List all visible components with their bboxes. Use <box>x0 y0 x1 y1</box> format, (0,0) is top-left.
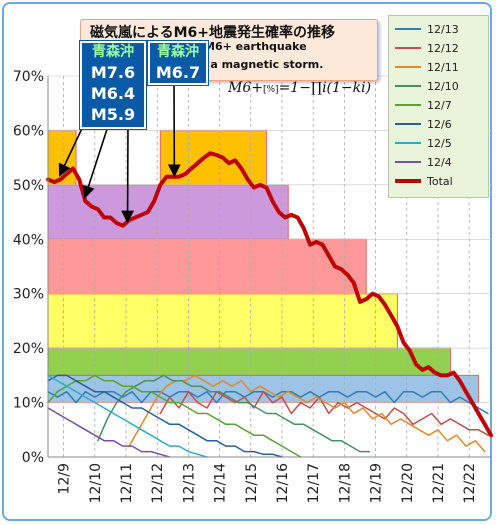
earthquake-callout-1: 青森沖 M7.6 M6.4 M5.9 <box>79 40 147 130</box>
x-tick-label: 12/14 <box>213 463 229 503</box>
earthquake-callout-2: 青森沖 M6.7 <box>147 40 209 86</box>
legend-item-12-10: 12/10 <box>395 77 459 95</box>
legend-swatch <box>395 104 421 106</box>
chart-title-en-line1: M6+ earthquake <box>204 40 307 53</box>
x-tick-label: 12/17 <box>306 463 322 503</box>
y-tick-label: 40% <box>13 232 44 248</box>
legend-label: 12/5 <box>427 136 452 150</box>
legend-label: 12/12 <box>427 41 459 55</box>
legend-label: 12/4 <box>427 155 452 169</box>
x-tick-label: 12/13 <box>181 463 197 503</box>
legend-label: 12/11 <box>427 60 459 74</box>
x-tick-label: 12/20 <box>400 463 416 503</box>
x-tick-label: 12/21 <box>431 463 447 503</box>
series-line-12-7 <box>47 374 302 458</box>
legend-item-12-12: 12/12 <box>395 39 459 57</box>
band-0 <box>47 374 480 404</box>
callout-1-mag-3: M5.9 <box>90 105 136 124</box>
x-tick-label: 12/16 <box>275 463 291 503</box>
callout-arrow-2 <box>82 119 111 199</box>
legend-swatch <box>395 161 421 163</box>
callout-2-place: 青森沖 <box>157 44 199 60</box>
legend-item-12-4: 12/4 <box>395 153 452 171</box>
x-tick-label: 12/10 <box>88 463 104 503</box>
series-line-total <box>46 151 493 438</box>
series-line-12-4 <box>47 407 171 458</box>
legend-label: 12/13 <box>427 22 459 36</box>
legend-label: 12/6 <box>427 117 452 131</box>
x-tick-label: 12/11 <box>119 463 135 503</box>
legend-item-12-13: 12/13 <box>395 20 459 38</box>
legend-swatch <box>395 47 421 49</box>
x-tick-label: 12/19 <box>369 463 385 503</box>
probability-formula: M6+[%]=1−∏i(1−ki) <box>228 80 371 96</box>
series-line-12-11 <box>128 374 486 453</box>
x-tick-label: 12/22 <box>462 463 478 503</box>
y-tick-label: 50% <box>13 178 44 194</box>
legend-item-12-7: 12/7 <box>395 96 452 114</box>
legend-item-total: Total <box>395 172 453 190</box>
legend-swatch <box>395 66 421 68</box>
callout-1-mag-2: M6.4 <box>90 84 136 103</box>
legend-swatch <box>395 123 421 125</box>
band-2 <box>47 293 398 349</box>
chart-title-jp: 磁気嵐によるM6+地震発生確率の推移 <box>90 25 335 41</box>
legend-label: 12/7 <box>427 98 452 112</box>
callout-2-mag-1: M6.7 <box>155 63 201 82</box>
legend: 12/13 12/12 12/11 12/10 12/7 12/6 12/5 1… <box>388 15 489 198</box>
legend-swatch <box>395 85 421 87</box>
formula-rhs: =1−∏i(1−ki) <box>278 80 372 96</box>
legend-label: Total <box>427 174 453 188</box>
callout-1-mag-1: M7.6 <box>90 63 136 82</box>
y-tick-label: 20% <box>13 341 44 357</box>
formula-unit: [%] <box>262 85 279 95</box>
y-tick-label: 60% <box>13 123 44 139</box>
series-line-12-12 <box>159 390 489 436</box>
legend-label: 12/10 <box>427 79 459 93</box>
band-3 <box>47 238 367 295</box>
x-tick-label: 12/9 <box>57 463 73 494</box>
y-tick-label: 0% <box>22 450 44 466</box>
series-line-12-10 <box>97 374 371 453</box>
x-tick-label: 12/12 <box>150 463 166 503</box>
legend-swatch <box>395 28 421 30</box>
legend-item-12-6: 12/6 <box>395 115 452 133</box>
series-line-12-6 <box>47 374 283 458</box>
callout-1-place: 青森沖 <box>92 44 134 60</box>
series-line-12-5 <box>47 374 208 458</box>
y-tick-label: 30% <box>13 287 44 303</box>
legend-swatch <box>395 179 421 183</box>
x-tick-label: 12/18 <box>337 463 353 503</box>
formula-lhs: M6+ <box>228 80 263 96</box>
y-tick-label: 70% <box>13 69 44 85</box>
band-1 <box>47 347 451 376</box>
y-tick-label: 10% <box>13 396 44 412</box>
legend-item-12-11: 12/11 <box>395 58 459 76</box>
x-tick-label: 12/15 <box>244 463 260 503</box>
legend-item-12-5: 12/5 <box>395 134 452 152</box>
legend-swatch <box>395 142 421 144</box>
